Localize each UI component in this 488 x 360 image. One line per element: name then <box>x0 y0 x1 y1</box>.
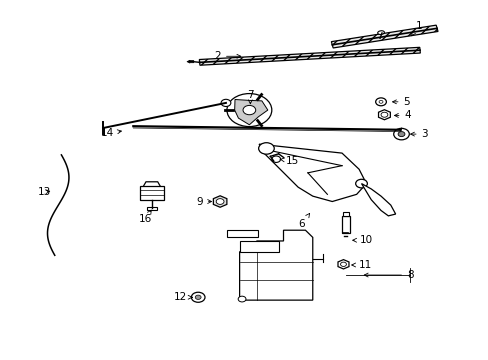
Text: 4: 4 <box>394 111 410 121</box>
Text: 5: 5 <box>392 97 409 107</box>
Text: 8: 8 <box>364 270 413 280</box>
FancyBboxPatch shape <box>342 212 348 216</box>
FancyArrow shape <box>186 60 193 63</box>
Polygon shape <box>331 25 437 48</box>
Polygon shape <box>227 230 258 237</box>
Text: 15: 15 <box>280 156 298 166</box>
Circle shape <box>393 129 408 140</box>
Ellipse shape <box>377 31 384 35</box>
Polygon shape <box>378 110 389 120</box>
Circle shape <box>378 100 382 103</box>
FancyBboxPatch shape <box>147 207 157 211</box>
Text: 7: 7 <box>246 90 253 104</box>
Text: 9: 9 <box>196 197 211 207</box>
Text: 14: 14 <box>100 129 121 138</box>
Text: 12: 12 <box>173 292 192 302</box>
Circle shape <box>355 179 366 188</box>
Polygon shape <box>361 184 395 216</box>
Polygon shape <box>239 230 312 300</box>
Polygon shape <box>234 99 267 125</box>
Polygon shape <box>199 47 420 65</box>
Text: 13: 13 <box>38 187 51 197</box>
Text: 6: 6 <box>298 213 309 229</box>
Polygon shape <box>143 182 160 187</box>
Polygon shape <box>337 260 348 269</box>
Circle shape <box>216 199 224 204</box>
Circle shape <box>191 292 204 302</box>
Circle shape <box>397 132 404 136</box>
Circle shape <box>195 295 201 300</box>
Polygon shape <box>259 144 366 202</box>
Text: 16: 16 <box>138 210 151 224</box>
Polygon shape <box>213 196 226 207</box>
Text: 11: 11 <box>351 260 371 270</box>
Text: 3: 3 <box>410 129 427 139</box>
Circle shape <box>221 99 230 107</box>
Circle shape <box>243 105 255 115</box>
Text: 1: 1 <box>410 21 422 36</box>
Text: 10: 10 <box>352 235 372 245</box>
FancyBboxPatch shape <box>140 186 163 201</box>
Circle shape <box>238 296 245 302</box>
FancyBboxPatch shape <box>239 241 278 252</box>
Text: 2: 2 <box>214 51 240 61</box>
FancyBboxPatch shape <box>341 216 349 233</box>
Circle shape <box>258 143 274 154</box>
Circle shape <box>375 98 386 106</box>
Circle shape <box>226 94 271 127</box>
